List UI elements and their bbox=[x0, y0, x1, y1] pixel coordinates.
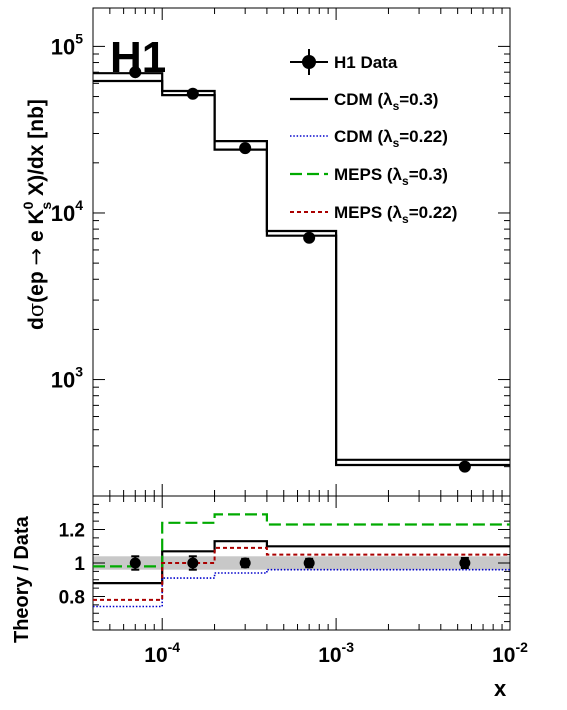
upper-axis-ticks bbox=[92, 8, 510, 497]
legend-marker-point bbox=[302, 55, 316, 69]
x-tick-labels: 10-4 10-3 10-2 bbox=[144, 639, 528, 667]
upper-y-tick-labels: 103 104 105 bbox=[51, 30, 83, 392]
legend-entry-meps-03: MEPS (λs=0.3) bbox=[290, 165, 448, 188]
x-axis-label: x bbox=[494, 676, 507, 701]
ratio-data-point bbox=[303, 557, 315, 569]
h1-logo: H1 bbox=[110, 33, 166, 82]
legend-entry-cdm-022: CDM (λs=0.22) bbox=[290, 127, 448, 150]
lower-curves bbox=[93, 513, 510, 608]
lower-y-tick-labels: 0.8 1 1.2 bbox=[59, 521, 86, 609]
upper-panel: 103 104 105 H1 dσ(ep → e K0 s X)/dx [nb] H1… bbox=[20, 7, 511, 497]
ratio-data-point bbox=[187, 557, 199, 569]
ratio-meps-03-histogram bbox=[93, 513, 510, 568]
legend-label: MEPS (λs=0.22) bbox=[334, 203, 457, 226]
data-point bbox=[239, 142, 252, 155]
lower-axis-ticks bbox=[92, 495, 510, 631]
legend-label: H1 Data bbox=[334, 53, 398, 72]
upper-y-axis-label: dσ(ep → e K0 s X)/dx [nb] bbox=[20, 99, 54, 330]
lower-y-axis-label: Theory / Data bbox=[11, 515, 33, 643]
legend: H1 Data CDM (λs=0.3) CDM (λs=0.22) MEPS (λs… bbox=[290, 49, 457, 226]
lower-y-tick-label: 1.2 bbox=[59, 521, 85, 542]
legend-entry-data: H1 Data bbox=[290, 49, 398, 75]
ratio-cdm-03-histogram bbox=[93, 540, 510, 585]
legend-entry-cdm-03: CDM (λs=0.3) bbox=[290, 90, 438, 113]
lower-y-tick-label: 1 bbox=[74, 554, 85, 575]
legend-label: CDM (λs=0.22) bbox=[334, 127, 448, 150]
x-tick-label: 10-2 bbox=[492, 639, 528, 667]
upper-y-tick-label: 104 bbox=[51, 197, 83, 226]
data-point bbox=[186, 87, 199, 100]
lower-panel: 0.8 1 1.2 Theory / Data bbox=[11, 495, 511, 643]
ratio-data-point bbox=[459, 557, 471, 569]
upper-y-tick-label: 105 bbox=[51, 30, 83, 59]
ratio-data-point bbox=[239, 557, 251, 569]
legend-label: CDM (λs=0.3) bbox=[334, 90, 438, 113]
lower-y-tick-label: 0.8 bbox=[59, 588, 85, 609]
upper-y-tick-label: 103 bbox=[51, 364, 83, 393]
x-tick-label: 10-4 bbox=[144, 639, 180, 667]
data-uncertainty-band bbox=[93, 556, 510, 570]
lower-data-points bbox=[129, 555, 471, 571]
legend-entry-meps-022: MEPS (λs=0.22) bbox=[290, 203, 457, 226]
ratio-cdm-022-histogram bbox=[93, 568, 510, 608]
legend-label: MEPS (λs=0.3) bbox=[334, 165, 448, 188]
x-tick-label: 10-3 bbox=[318, 639, 354, 667]
data-point bbox=[129, 66, 142, 79]
ratio-data-point bbox=[129, 557, 141, 569]
data-point bbox=[303, 231, 316, 244]
data-point bbox=[458, 460, 471, 473]
upper-data-points bbox=[129, 66, 471, 473]
